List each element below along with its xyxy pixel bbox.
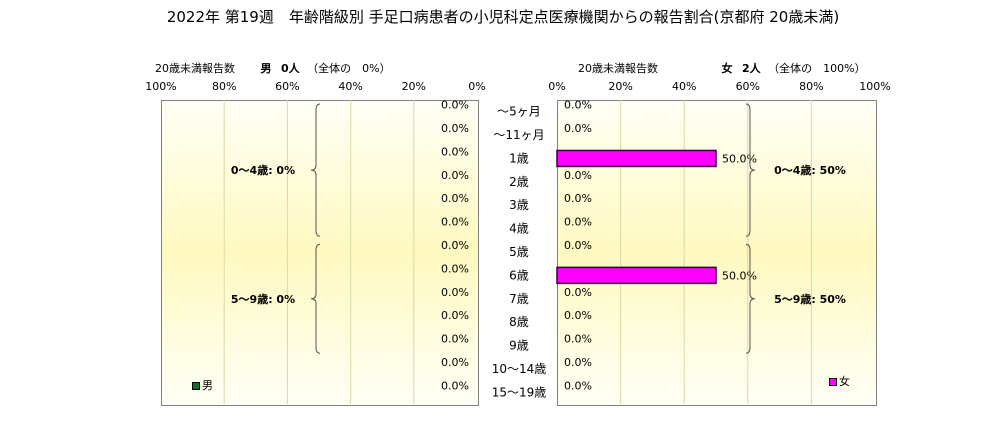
- male-data-label: 0.0%: [441, 379, 469, 392]
- female-data-label: 0.0%: [564, 122, 592, 135]
- female-age-group-brace: [745, 243, 756, 354]
- legend-male-label: 男: [202, 379, 213, 392]
- male-x-tick-label: 40%: [338, 80, 362, 93]
- female-x-tick-label: 40%: [672, 80, 696, 93]
- age-category-label: 15～19歳: [492, 385, 547, 399]
- female-x-tick-label: 20%: [608, 80, 632, 93]
- male-x-tick-label: 60%: [275, 80, 299, 93]
- right-header-share: （全体の 100%）: [768, 62, 866, 75]
- age-category-label: 8歳: [509, 315, 529, 329]
- female-data-label: 0.0%: [564, 169, 592, 182]
- male-data-label: 0.0%: [441, 122, 469, 135]
- female-data-label: 0.0%: [564, 99, 592, 112]
- male-data-label: 0.0%: [441, 309, 469, 322]
- female-x-tick-label: 0%: [548, 80, 565, 93]
- female-age-group-brace: [745, 103, 756, 237]
- female-data-label: 0.0%: [564, 239, 592, 252]
- age-category-label: 7歳: [509, 292, 529, 306]
- legend-female: 女: [829, 373, 850, 389]
- legend-female-swatch: [829, 378, 837, 386]
- female-data-label: 0.0%: [564, 309, 592, 322]
- left-header-share: （全体の 0%）: [307, 62, 391, 75]
- age-category-label: ～5ヶ月: [497, 105, 541, 119]
- female-data-label: 0.0%: [564, 192, 592, 205]
- male-x-tick-label: 0%: [468, 80, 485, 93]
- age-category-label: 10～14歳: [492, 362, 547, 376]
- female-data-label: 0.0%: [564, 286, 592, 299]
- male-data-label: 0.0%: [441, 216, 469, 229]
- right-header-label: 20歳未満報告数: [578, 62, 658, 75]
- age-category-label: 4歳: [509, 222, 529, 236]
- left-header-sex: 男: [260, 62, 272, 75]
- male-data-label: 0.0%: [441, 169, 469, 182]
- chart-title: 2022年 第19週 年齢階級別 手足口病患者の小児科定点医療機関からの報告割合…: [166, 8, 840, 26]
- male-x-tick-label: 20%: [402, 80, 426, 93]
- age-category-label: 1歳: [509, 151, 529, 165]
- male-age-group-brace: [310, 103, 321, 237]
- male-data-label: 0.0%: [441, 286, 469, 299]
- female-data-label: 0.0%: [564, 379, 592, 392]
- female-data-label: 50.0%: [722, 152, 757, 165]
- male-x-tick-label: 80%: [212, 80, 236, 93]
- male-data-label: 0.0%: [441, 356, 469, 369]
- age-category-label: ～11ヶ月: [493, 128, 544, 142]
- male-data-label: 0.0%: [441, 239, 469, 252]
- female-age-group-label: 5～9歳: 50%: [774, 292, 846, 306]
- female-bar: [556, 266, 717, 285]
- male-data-label: 0.0%: [441, 333, 469, 346]
- right-header: 20歳未満報告数 女 2人 （全体の 100%）: [578, 60, 866, 76]
- female-data-label: 0.0%: [564, 216, 592, 229]
- right-header-count: 2人: [742, 62, 761, 75]
- male-age-group-brace: [310, 243, 321, 354]
- age-category-label: 3歳: [509, 198, 529, 212]
- legend-male-swatch: [192, 382, 200, 390]
- male-plot-area: [161, 100, 479, 406]
- female-x-tick-label: 100%: [859, 80, 890, 93]
- female-age-group-label: 0～4歳: 50%: [774, 163, 846, 177]
- age-category-label: 9歳: [509, 339, 529, 353]
- age-category-label: 2歳: [509, 175, 529, 189]
- legend-female-label: 女: [839, 375, 850, 388]
- female-data-label: 0.0%: [564, 333, 592, 346]
- male-x-tick-label: 100%: [145, 80, 176, 93]
- legend-male: 男: [192, 377, 213, 393]
- female-data-label: 0.0%: [564, 356, 592, 369]
- female-data-label: 50.0%: [722, 269, 757, 282]
- left-header: 20歳未満報告数 男 0人 （全体の 0%）: [155, 60, 391, 76]
- left-header-count: 0人: [281, 62, 300, 75]
- female-x-tick-label: 60%: [736, 80, 760, 93]
- right-header-sex: 女: [721, 62, 733, 75]
- female-x-tick-label: 80%: [799, 80, 823, 93]
- male-data-label: 0.0%: [441, 192, 469, 205]
- male-data-label: 0.0%: [441, 145, 469, 158]
- male-data-label: 0.0%: [441, 262, 469, 275]
- male-age-group-label: 5～9歳: 0%: [231, 292, 295, 306]
- age-category-label: 6歳: [509, 268, 529, 282]
- male-age-group-label: 0～4歳: 0%: [231, 163, 295, 177]
- left-header-label: 20歳未満報告数: [155, 62, 235, 75]
- age-category-label: 5歳: [509, 245, 529, 259]
- female-bar: [556, 149, 717, 168]
- male-data-label: 0.0%: [441, 99, 469, 112]
